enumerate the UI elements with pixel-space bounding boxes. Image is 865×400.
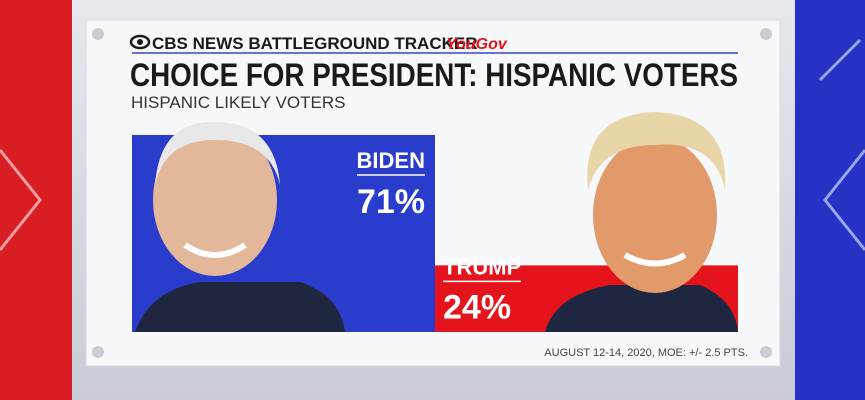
cbs-eye-pupil bbox=[137, 39, 143, 45]
cbs-eye bbox=[129, 34, 151, 50]
category-label: TRUMP bbox=[443, 254, 521, 279]
value-label: 24% bbox=[443, 288, 511, 326]
photo-biden bbox=[135, 121, 345, 332]
subtitle: HISPANIC LIKELY VOTERS bbox=[131, 93, 345, 112]
pin bbox=[92, 346, 104, 358]
pin bbox=[760, 28, 772, 40]
category-label: BIDEN bbox=[357, 148, 425, 173]
chart-title: CHOICE FOR PRESIDENT: HISPANIC VOTERS bbox=[130, 57, 738, 93]
star-outline bbox=[818, 38, 865, 251]
blue-side bbox=[795, 0, 865, 400]
photo-trump bbox=[545, 112, 738, 332]
pin bbox=[92, 28, 104, 40]
value-label: 71% bbox=[357, 183, 425, 221]
red-side bbox=[0, 0, 72, 400]
pin bbox=[760, 346, 772, 358]
footnote: AUGUST 12-14, 2020, MOE: +/- 2.5 PTS. bbox=[544, 347, 748, 359]
partner: YouGov bbox=[446, 36, 508, 53]
star-outline bbox=[0, 149, 42, 251]
labels: BIDEN 71% TRUMP 24% bbox=[357, 148, 522, 326]
brand: CBS NEWS BATTLEGROUND TRACKER bbox=[152, 34, 478, 53]
